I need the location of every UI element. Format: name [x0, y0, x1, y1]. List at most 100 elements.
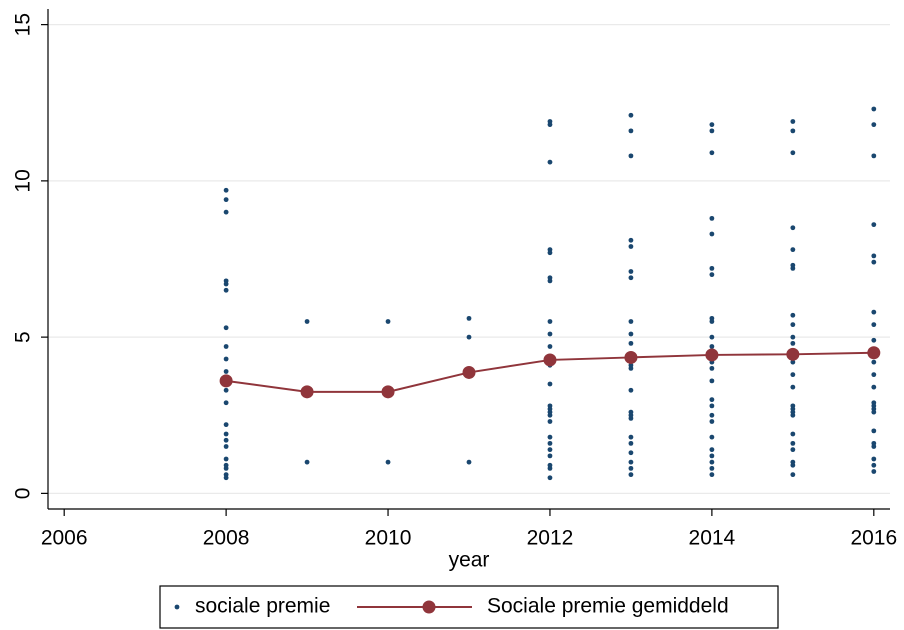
scatter-point	[871, 384, 877, 390]
mean-marker	[624, 350, 638, 364]
scatter-point	[709, 128, 715, 134]
x-tick-label: 2016	[850, 527, 897, 550]
scatter-point	[223, 387, 229, 393]
scatter-point	[466, 459, 472, 465]
scatter-point	[547, 412, 553, 418]
scatter-point	[547, 434, 553, 440]
scatter-point	[223, 456, 229, 462]
scatter-point	[790, 431, 796, 437]
scatter-point	[628, 128, 634, 134]
scatter-point	[628, 440, 634, 446]
scatter-point	[628, 472, 634, 478]
scatter-point	[790, 312, 796, 318]
scatter-point	[709, 419, 715, 424]
scatter-point	[466, 334, 472, 340]
scatter-point	[871, 372, 877, 378]
scatter-point	[790, 412, 796, 418]
x-tick-label: 2008	[203, 527, 250, 550]
scatter-point	[709, 412, 715, 418]
scatter-point	[790, 440, 796, 446]
scatter-point	[223, 356, 229, 362]
scatter-point	[790, 225, 796, 231]
scatter-point	[223, 187, 229, 193]
y-tick-label: 10	[12, 169, 35, 192]
scatter-point	[871, 122, 877, 128]
scatter-point	[223, 475, 229, 481]
mean-marker	[381, 385, 395, 399]
scatter-point	[223, 287, 229, 293]
legend-label: Sociale premie gemiddeld	[487, 595, 729, 618]
scatter-point	[871, 153, 877, 159]
scatter-point	[547, 447, 553, 453]
scatter-point	[547, 159, 553, 165]
scatter-point	[790, 265, 796, 271]
scatter-point	[871, 222, 877, 228]
x-tick-label: 2006	[41, 527, 88, 550]
scatter-point	[709, 344, 715, 349]
y-tick-label: 15	[12, 13, 35, 36]
scatter-point	[547, 453, 553, 459]
scatter-point	[871, 337, 877, 343]
scatter-point	[628, 434, 634, 440]
scatter-point	[628, 459, 634, 465]
scatter-point	[871, 469, 877, 474]
scatter-point	[466, 315, 472, 321]
scatter-point	[709, 334, 715, 340]
scatter-point	[871, 106, 877, 112]
mean-marker	[705, 348, 719, 362]
scatter-point	[223, 325, 229, 331]
scatter-point	[790, 340, 796, 346]
mean-marker	[219, 374, 233, 388]
scatter-point	[871, 462, 877, 468]
y-tick-label: 0	[12, 488, 35, 500]
scatter-point	[628, 365, 634, 371]
scatter-point	[790, 372, 796, 378]
scatter-point	[790, 150, 796, 156]
scatter-point	[223, 369, 229, 374]
scatter-point	[547, 319, 553, 324]
scatter-point	[628, 331, 634, 337]
x-tick-label: 2010	[365, 527, 412, 550]
scatter-point	[790, 247, 796, 253]
scatter-point	[628, 237, 634, 243]
scatter-point	[871, 253, 877, 259]
scatter-point	[223, 400, 229, 406]
scatter-point	[790, 334, 796, 340]
scatter-point	[709, 272, 715, 278]
scatter-point	[871, 322, 877, 328]
scatter-point	[871, 428, 877, 434]
scatter-point	[223, 422, 229, 428]
scatter-point	[547, 122, 553, 128]
scatter-point	[547, 419, 553, 424]
legend-symbol	[174, 604, 180, 610]
x-axis-title: year	[449, 549, 490, 572]
legend-symbol	[422, 600, 436, 614]
scatter-point	[709, 265, 715, 271]
scatter-point	[628, 153, 634, 159]
scatter-point	[871, 409, 877, 415]
scatter-point	[709, 447, 715, 453]
scatter-point	[223, 444, 229, 449]
scatter-point	[709, 319, 715, 324]
scatter-point	[709, 150, 715, 156]
scatter-point	[790, 119, 796, 124]
scatter-point	[547, 475, 553, 481]
scatter-point	[628, 269, 634, 274]
scatter-point	[223, 344, 229, 349]
scatter-point	[628, 112, 634, 118]
scatter-point	[790, 128, 796, 134]
scatter-point	[709, 465, 715, 471]
scatter-point	[628, 275, 634, 281]
scatter-point	[304, 319, 310, 324]
x-tick-label: 2014	[689, 527, 736, 550]
scatter-point	[871, 259, 877, 265]
x-tick-label: 2012	[527, 527, 574, 550]
scatter-point	[547, 381, 553, 387]
scatter-point	[223, 437, 229, 443]
scatter-point	[709, 365, 715, 371]
scatter-point	[790, 359, 796, 365]
scatter-point	[709, 215, 715, 221]
scatter-point	[628, 340, 634, 346]
